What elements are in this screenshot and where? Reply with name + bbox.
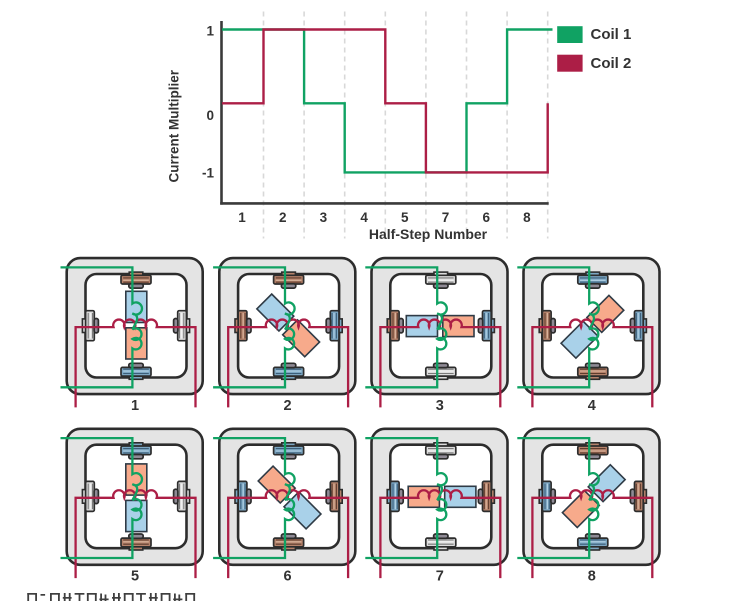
svg-text:Coil 2: Coil 2	[591, 55, 632, 72]
svg-text:6: 6	[482, 210, 490, 225]
svg-text:8: 8	[523, 210, 531, 225]
svg-text:1: 1	[206, 24, 214, 39]
svg-text:1: 1	[131, 398, 139, 414]
svg-text:2: 2	[279, 210, 287, 225]
svg-text:Half-Step Number: Half-Step Number	[369, 226, 488, 242]
svg-text:3: 3	[320, 210, 328, 225]
svg-text:4: 4	[360, 210, 368, 225]
svg-text:3: 3	[436, 398, 444, 414]
svg-text:8: 8	[588, 569, 596, 585]
svg-text:5: 5	[401, 210, 409, 225]
svg-text:Current Multiplier: Current Multiplier	[167, 69, 182, 182]
svg-text:6: 6	[284, 569, 292, 585]
svg-text:2: 2	[284, 398, 292, 414]
svg-text:1: 1	[238, 210, 246, 225]
svg-text:0: 0	[206, 108, 214, 123]
svg-text:Coil 1: Coil 1	[591, 26, 632, 43]
svg-text:7: 7	[436, 569, 444, 585]
svg-text:4: 4	[588, 398, 596, 414]
svg-text:5: 5	[131, 569, 139, 585]
svg-text:-1: -1	[202, 166, 214, 181]
svg-text:7: 7	[442, 210, 450, 225]
